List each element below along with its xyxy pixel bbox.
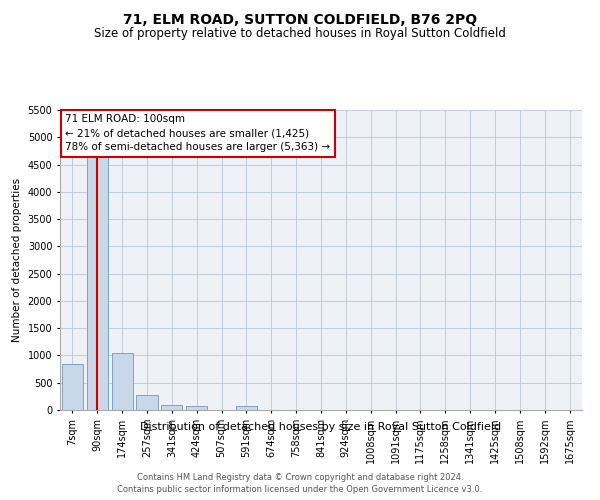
Text: 71, ELM ROAD, SUTTON COLDFIELD, B76 2PQ: 71, ELM ROAD, SUTTON COLDFIELD, B76 2PQ	[123, 12, 477, 26]
Text: 71 ELM ROAD: 100sqm
← 21% of detached houses are smaller (1,425)
78% of semi-det: 71 ELM ROAD: 100sqm ← 21% of detached ho…	[65, 114, 331, 152]
Bar	[87, 156, 108, 410]
Text: Contains HM Land Registry data © Crown copyright and database right 2024.: Contains HM Land Registry data © Crown c…	[137, 472, 463, 482]
Bar	[112, 352, 133, 410]
Bar	[186, 406, 207, 410]
Text: Contains public sector information licensed under the Open Government Licence v3: Contains public sector information licen…	[118, 485, 482, 494]
Bar	[136, 396, 158, 410]
Bar	[62, 364, 83, 410]
Text: Distribution of detached houses by size in Royal Sutton Coldfield: Distribution of detached houses by size …	[140, 422, 502, 432]
Bar	[236, 406, 257, 410]
Text: Size of property relative to detached houses in Royal Sutton Coldfield: Size of property relative to detached ho…	[94, 28, 506, 40]
Y-axis label: Number of detached properties: Number of detached properties	[12, 178, 22, 342]
Bar	[161, 405, 182, 410]
